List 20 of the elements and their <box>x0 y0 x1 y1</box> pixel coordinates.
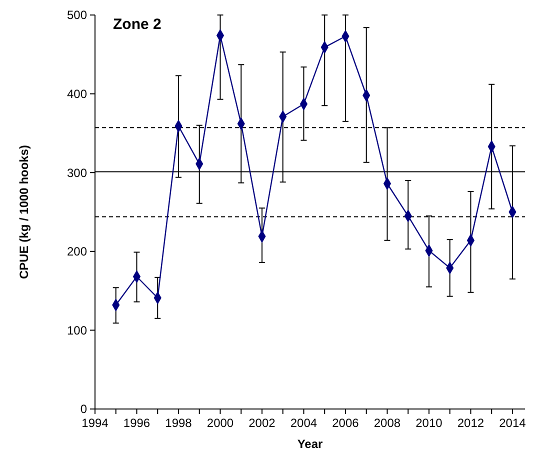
x-tick-label: 2014 <box>499 416 526 430</box>
y-tick-label: 200 <box>66 244 88 259</box>
x-tick-label: 2002 <box>248 416 276 430</box>
x-tick-label: 2004 <box>290 416 318 430</box>
x-tick-label: 2012 <box>457 416 484 430</box>
x-tick-label: 1998 <box>165 416 192 430</box>
x-tick-label: 2000 <box>206 416 234 430</box>
x-tick-label: 2008 <box>374 416 401 430</box>
y-tick-label: 100 <box>66 323 88 338</box>
y-tick-label: 0 <box>80 402 88 416</box>
x-tick-label: 1994 <box>82 416 109 430</box>
y-tick-label: 500 <box>66 8 88 22</box>
x-tick-label: 1996 <box>123 416 150 430</box>
y-tick-label: 300 <box>66 166 88 180</box>
y-axis-title: CPUE (kg / 1000 hooks) <box>17 144 31 280</box>
chart-title: Zone 2 <box>113 16 162 33</box>
y-tick-label: 400 <box>66 87 88 101</box>
x-tick-label: 2010 <box>416 416 443 430</box>
x-axis-title: Year <box>297 437 324 451</box>
x-tick-label: 2006 <box>332 416 360 430</box>
